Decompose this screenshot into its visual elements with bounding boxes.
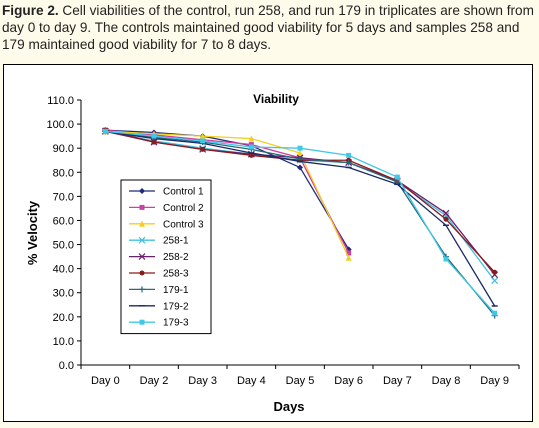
chart-title: Viability <box>253 92 299 106</box>
legend-label-179-2: 179-2 <box>163 301 189 312</box>
data-point-control-1 <box>297 164 303 171</box>
x-tick-label: Day 0 <box>91 375 120 387</box>
y-tick-label: 50.0 <box>53 240 74 252</box>
data-point-179-3 <box>151 133 157 139</box>
series-line-control-1 <box>105 129 350 250</box>
x-tick-label: Day 7 <box>383 375 412 387</box>
data-point-258-3 <box>443 216 449 222</box>
legend-label-control-3: Control 3 <box>163 219 204 230</box>
data-point-control-2 <box>346 250 352 256</box>
y-tick-label: 70.0 <box>53 191 74 203</box>
data-point-258-3 <box>200 146 206 152</box>
data-point-258-3 <box>492 269 498 275</box>
y-tick-label: 110.0 <box>47 95 74 107</box>
chart-frame: 0.0 10.0 20.0 30.0 40.0 50.0 60.0 70.0 80.0 90.0 1… <box>3 64 533 422</box>
legend-marker-258-1 <box>138 236 146 244</box>
x-tick-label: Day 4 <box>237 375 266 387</box>
legend-label-258-1: 258-1 <box>163 236 189 247</box>
data-point-179-3 <box>102 128 108 134</box>
data-point-258-3 <box>248 152 254 158</box>
figure-caption: Figure 2. Cell viabilities of the contro… <box>2 2 536 53</box>
series-line-control-3 <box>105 130 350 259</box>
figure-label: Figure 2. <box>2 3 59 18</box>
x-tick-label: Day 6 <box>334 375 363 387</box>
data-point-179-3 <box>297 145 303 151</box>
x-tick-label: Day 9 <box>480 375 509 387</box>
y-tick-label: 30.0 <box>53 288 74 300</box>
legend-label-control-2: Control 2 <box>163 203 204 214</box>
data-point-179-3 <box>200 138 206 144</box>
data-point-258-2 <box>442 209 450 217</box>
caption-text: Cell viabilities of the control, run 258… <box>2 3 534 52</box>
y-tick-label: 0.0 <box>59 360 74 372</box>
x-tick-label: Day 8 <box>432 375 461 387</box>
x-tick-label: Day 3 <box>188 375 217 387</box>
data-point-258-3 <box>151 139 157 145</box>
viability-chart: 0.0 10.0 20.0 30.0 40.0 50.0 60.0 70.0 80.0 90.0 1… <box>25 92 520 414</box>
legend-label-258-3: 258-3 <box>163 269 189 280</box>
legend-marker-control-3 <box>139 220 145 227</box>
legend-label-258-2: 258-2 <box>163 252 189 263</box>
data-point-179-1 <box>345 159 352 166</box>
data-point-179-3 <box>443 256 449 262</box>
data-point-179-3 <box>248 144 254 150</box>
y-tick-label: 60.0 <box>53 215 74 227</box>
y-tick-label: 10.0 <box>53 336 74 348</box>
y-tick-label: 80.0 <box>53 167 74 179</box>
legend-label-179-3: 179-3 <box>163 318 189 329</box>
legend-label-179-1: 179-1 <box>163 285 189 296</box>
legend-marker-179-3 <box>139 319 145 325</box>
data-point-control-3 <box>345 254 352 261</box>
x-tick-label: Day 2 <box>140 375 169 387</box>
y-axis-label: % Velocity <box>25 200 40 265</box>
legend-label-control-1: Control 1 <box>163 187 204 198</box>
legend-marker-control-1 <box>139 188 145 194</box>
data-point-control-3 <box>199 133 206 140</box>
data-point-control-3 <box>248 135 255 142</box>
data-point-control-3 <box>297 150 303 156</box>
x-axis-label: Days <box>273 399 304 414</box>
legend-marker-control-2 <box>139 204 145 210</box>
y-tick-label: 40.0 <box>53 264 74 276</box>
y-tick-label: 90.0 <box>53 143 74 155</box>
x-tick-label: Day 5 <box>286 375 315 387</box>
data-point-179-3 <box>394 174 400 180</box>
series-line-control-2 <box>105 129 350 254</box>
legend-marker-179-1 <box>139 286 145 293</box>
y-tick-label: 20.0 <box>53 312 74 324</box>
data-point-179-3 <box>346 152 352 158</box>
legend-marker-258-3 <box>139 270 145 276</box>
y-tick-label: 100.0 <box>46 119 74 131</box>
legend-marker-258-2 <box>138 253 146 261</box>
data-point-179-3 <box>492 310 498 316</box>
data-point-258-1 <box>491 277 499 285</box>
